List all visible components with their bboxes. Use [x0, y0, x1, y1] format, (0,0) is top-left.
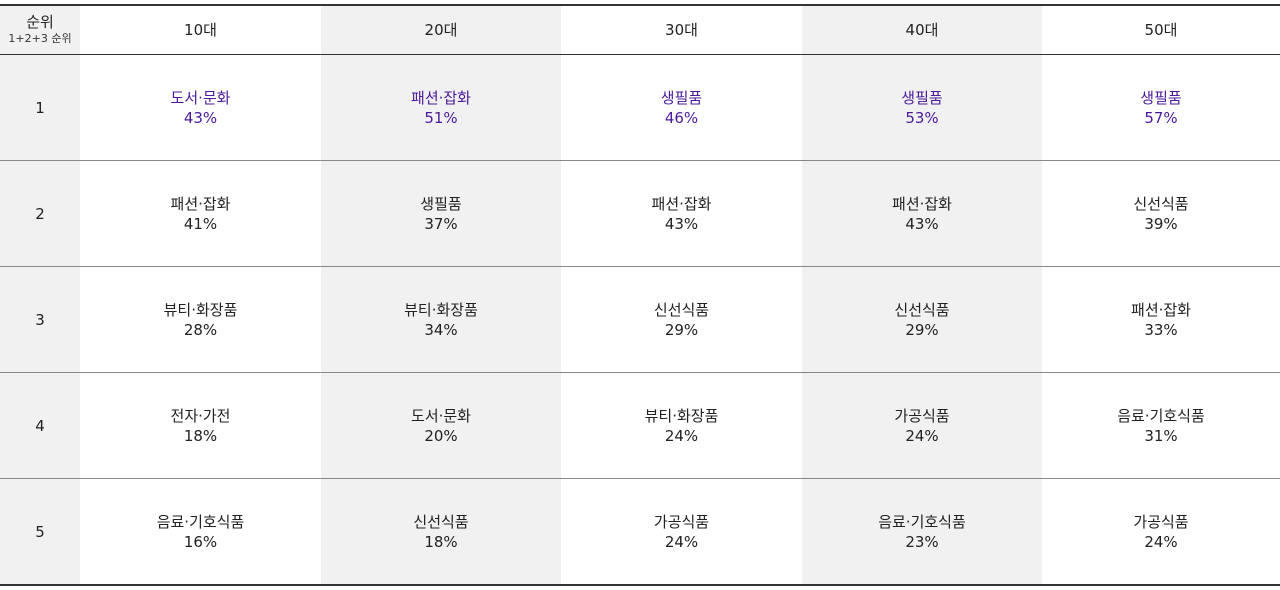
percent-value: 28%	[183, 320, 218, 339]
category-label: 신선식품	[413, 512, 469, 531]
rank-number: 2	[0, 161, 80, 266]
category-label: 패션·잡화	[892, 194, 952, 213]
table-cell: 뷰티·화장품 24%	[561, 373, 802, 478]
table-cell: 음료·기호식품 31%	[1042, 373, 1280, 478]
category-label: 뷰티·화장품	[644, 406, 719, 425]
category-label: 뷰티·화장품	[404, 300, 478, 319]
age-group-header: 30대	[665, 21, 698, 39]
category-label: 가공식품	[653, 512, 710, 531]
category-label: 음료·기호식품	[156, 512, 245, 531]
table-cell: 신선식품 29%	[561, 267, 802, 372]
table-cell: 가공식품 24%	[802, 373, 1042, 478]
table-cell: 패션·잡화 33%	[1042, 267, 1280, 372]
percent-value: 16%	[183, 532, 218, 551]
table-cell: 생필품 53%	[802, 55, 1042, 160]
percent-value: 23%	[905, 532, 939, 551]
percent-value: 51%	[424, 108, 458, 127]
rank-number: 4	[0, 373, 80, 478]
table-cell: 음료·기호식품 23%	[802, 479, 1042, 584]
rank-header-sublabel: 1+2+3 순위	[8, 32, 72, 45]
percent-value: 41%	[183, 214, 218, 233]
category-label: 생필품	[901, 88, 943, 107]
table-cell: 패션·잡화 51%	[321, 55, 561, 160]
percent-value: 29%	[905, 320, 939, 339]
category-label: 가공식품	[1133, 512, 1189, 531]
table-cell: 패션·잡화 43%	[802, 161, 1042, 266]
percent-value: 46%	[664, 108, 699, 127]
percent-value: 20%	[424, 426, 458, 445]
age-group-header: 10대	[184, 21, 217, 39]
category-label: 가공식품	[894, 406, 950, 425]
table-cell: 뷰티·화장품 28%	[80, 267, 321, 372]
percent-value: 57%	[1144, 108, 1178, 127]
percent-value: 34%	[424, 320, 458, 339]
category-label: 패션·잡화	[1131, 300, 1191, 319]
category-label: 신선식품	[653, 300, 710, 319]
category-label: 신선식품	[894, 300, 950, 319]
category-label: 패션·잡화	[411, 88, 471, 107]
table-cell: 도서·문화 20%	[321, 373, 561, 478]
table-cell: 생필품 37%	[321, 161, 561, 266]
table-row: 3 뷰티·화장품 28% 뷰티·화장품 34% 신선식품 29% 신선식품 29% 패션·잡화 33…	[0, 267, 1280, 373]
age-group-header: 20대	[321, 6, 561, 54]
table-cell: 가공식품 24%	[561, 479, 802, 584]
percent-value: 33%	[1144, 320, 1178, 339]
rank-number: 1	[0, 55, 80, 160]
table-cell: 신선식품 29%	[802, 267, 1042, 372]
category-label: 패션·잡화	[170, 194, 231, 213]
table-row: 1 도서·문화 43% 패션·잡화 51% 생필품 46% 생필품 53% 생필품 57%	[0, 55, 1280, 161]
rank-column-header: 순위 1+2+3 순위	[0, 6, 80, 54]
percent-value: 43%	[664, 214, 699, 233]
table-cell: 전자·가전 18%	[80, 373, 321, 478]
category-label: 도서·문화	[411, 406, 471, 425]
percent-value: 18%	[424, 532, 458, 551]
rank-header-label: 순위	[26, 13, 54, 31]
rank-number: 5	[0, 479, 80, 584]
category-label: 음료·기호식품	[878, 512, 966, 531]
ranking-table: 순위 1+2+3 순위 10대 20대 30대 40대 50대 1 도서·문화 43…	[0, 4, 1280, 586]
percent-value: 31%	[1144, 426, 1178, 445]
percent-value: 18%	[183, 426, 218, 445]
age-group-header: 40대	[802, 6, 1042, 54]
category-label: 패션·잡화	[651, 194, 712, 213]
category-label: 신선식품	[1133, 194, 1189, 213]
percent-value: 43%	[905, 214, 939, 233]
percent-value: 43%	[183, 108, 218, 127]
table-cell: 뷰티·화장품 34%	[321, 267, 561, 372]
category-label: 생필품	[420, 194, 462, 213]
category-label: 뷰티·화장품	[163, 300, 238, 319]
table-cell: 가공식품 24%	[1042, 479, 1280, 584]
age-group-header: 50대	[1144, 21, 1178, 39]
percent-value: 24%	[905, 426, 939, 445]
category-label: 전자·가전	[170, 406, 231, 425]
table-row: 5 음료·기호식품 16% 신선식품 18% 가공식품 24% 음료·기호식품 23% 가공식품 2…	[0, 479, 1280, 584]
table-cell: 음료·기호식품 16%	[80, 479, 321, 584]
table-row: 4 전자·가전 18% 도서·문화 20% 뷰티·화장품 24% 가공식품 24% 음료·기호식품…	[0, 373, 1280, 479]
percent-value: 24%	[1144, 532, 1178, 551]
percent-value: 53%	[905, 108, 939, 127]
table-cell: 신선식품 18%	[321, 479, 561, 584]
rank-number: 3	[0, 267, 80, 372]
category-label: 음료·기호식품	[1117, 406, 1205, 425]
percent-value: 37%	[424, 214, 458, 233]
table-cell: 생필품 57%	[1042, 55, 1280, 160]
table-row: 2 패션·잡화 41% 생필품 37% 패션·잡화 43% 패션·잡화 43% 신선식품 39%	[0, 161, 1280, 267]
percent-value: 24%	[664, 532, 699, 551]
percent-value: 39%	[1144, 214, 1178, 233]
table-cell: 생필품 46%	[561, 55, 802, 160]
table-cell: 도서·문화 43%	[80, 55, 321, 160]
table-cell: 패션·잡화 43%	[561, 161, 802, 266]
table-cell: 신선식품 39%	[1042, 161, 1280, 266]
percent-value: 29%	[664, 320, 699, 339]
percent-value: 24%	[664, 426, 699, 445]
category-label: 도서·문화	[170, 88, 231, 107]
table-header-row: 순위 1+2+3 순위 10대 20대 30대 40대 50대	[0, 6, 1280, 55]
category-label: 생필품	[660, 88, 703, 107]
table-cell: 패션·잡화 41%	[80, 161, 321, 266]
category-label: 생필품	[1140, 88, 1182, 107]
